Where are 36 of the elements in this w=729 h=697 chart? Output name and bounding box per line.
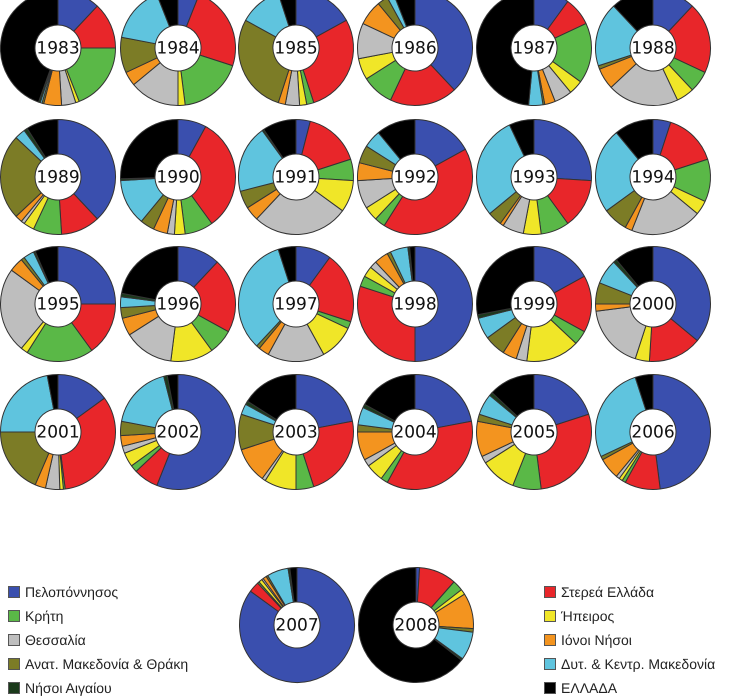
text: 1994 <box>631 167 675 188</box>
text: 1992 <box>393 167 437 188</box>
legend-label: Ήπειρος <box>560 607 616 626</box>
legend-label: Ιόνοι Νήσοι <box>560 631 633 650</box>
text: 1984 <box>156 38 200 58</box>
text: 1995 <box>36 294 80 314</box>
text: 1999 <box>512 294 556 314</box>
text: 1993 <box>512 167 556 188</box>
text: 2001 <box>36 422 80 442</box>
text: 1989 <box>36 167 80 188</box>
legend-label: Κρήτη <box>24 607 64 626</box>
text: 2003 <box>274 422 318 442</box>
legend-label: Στερεά Ελλάδα <box>560 583 656 602</box>
legend-label: Νήσοι Αιγαίου <box>24 679 113 697</box>
text: 2004 <box>393 422 437 442</box>
legend-label: Πελοπόννησος <box>24 583 120 602</box>
text: 1998 <box>393 294 437 314</box>
legend-label: ΕΛΛΑΔΑ <box>560 679 618 697</box>
text: 1997 <box>274 294 318 314</box>
text: 1987 <box>512 38 556 58</box>
legend-label: Δυτ. & Κεντρ. Μακεδονία <box>560 655 716 674</box>
legend-label: Θεσσαλία <box>24 631 87 650</box>
text: 1991 <box>274 167 318 188</box>
text: 2007 <box>275 615 319 636</box>
text: 1996 <box>156 294 200 314</box>
text: 2005 <box>512 422 556 442</box>
legend-label: Ανατ. Μακεδονία & Θράκη <box>24 655 188 674</box>
text: 2008 <box>394 615 438 636</box>
text: 1988 <box>631 38 675 58</box>
text: 2002 <box>156 422 200 442</box>
text: 1990 <box>156 167 200 188</box>
text: 1983 <box>36 38 80 58</box>
text: 2000 <box>631 294 675 314</box>
text: 1986 <box>393 38 437 58</box>
text: 2006 <box>631 422 675 442</box>
text: 1985 <box>274 38 318 58</box>
